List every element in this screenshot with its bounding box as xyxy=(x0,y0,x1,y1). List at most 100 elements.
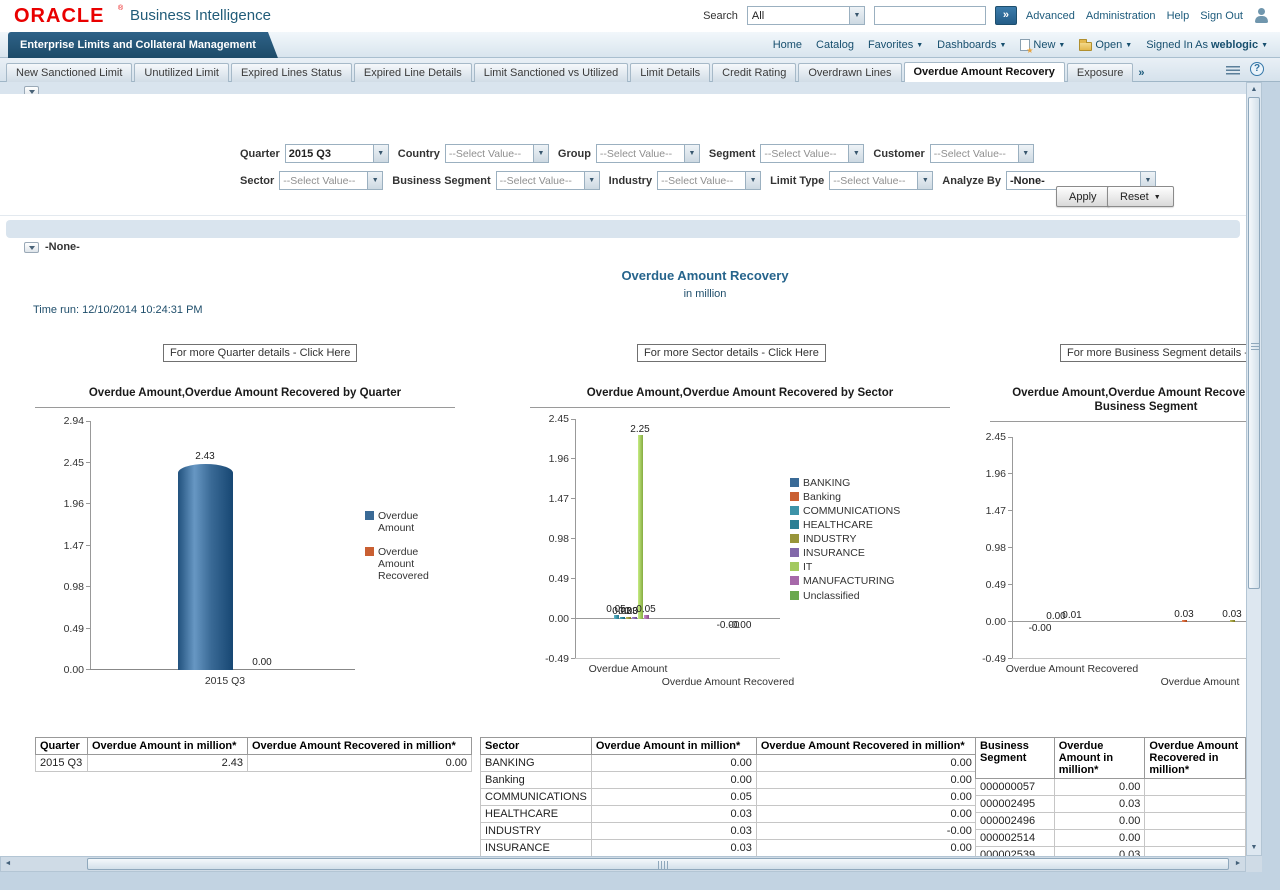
table-row: HEALTHCARE 0.03 0.00 xyxy=(480,805,977,823)
chevron-down-icon[interactable] xyxy=(745,172,761,189)
section-divider xyxy=(6,220,1240,238)
horizontal-scrollbar-thumb[interactable] xyxy=(87,858,1229,870)
subtab-overdue-amount-recovery[interactable]: Overdue Amount Recovery xyxy=(903,62,1065,84)
y-tick-mark xyxy=(86,669,90,670)
legend-swatch xyxy=(790,478,799,487)
x-category-label: Overdue Amount xyxy=(1160,676,1240,688)
chart-bar-overdue-amount[interactable] xyxy=(177,464,233,670)
subtab-overdrawn-lines[interactable]: Overdrawn Lines xyxy=(798,63,902,83)
subtab-unutilized-limit[interactable]: Unutilized Limit xyxy=(134,63,229,83)
y-tick-label: 2.94 xyxy=(63,415,84,427)
chevron-down-icon[interactable] xyxy=(372,145,388,162)
filter-select-business-segment[interactable]: --Select Value-- xyxy=(495,171,600,190)
legend-item: INSURANCE xyxy=(790,547,900,559)
search-scope-value: All xyxy=(751,9,765,22)
header-link-administration[interactable]: Administration xyxy=(1085,9,1156,22)
chevron-down-icon[interactable] xyxy=(367,172,383,189)
subtab-exposure[interactable]: Exposure xyxy=(1066,63,1134,83)
chevron-down-icon xyxy=(1125,39,1132,51)
nav-link-catalog[interactable]: Catalog xyxy=(816,39,854,51)
scroll-left-arrow[interactable]: ◄ xyxy=(4,860,12,867)
nav-link-home[interactable]: Home xyxy=(772,39,803,51)
y-tick-mark xyxy=(1008,584,1012,585)
subtab-expired-lines-status[interactable]: Expired Lines Status xyxy=(230,63,352,83)
table-row: INSURANCE 0.03 0.00 xyxy=(480,839,977,856)
search-input[interactable] xyxy=(873,6,986,25)
chart-bar-communications[interactable] xyxy=(613,614,619,619)
filter-label: Country xyxy=(397,147,440,160)
nav-link-new[interactable]: New xyxy=(1020,39,1065,55)
chevron-down-icon[interactable] xyxy=(917,172,933,189)
search-scope-select[interactable]: All xyxy=(746,6,865,25)
bar-value-label: 0.00 xyxy=(252,657,272,668)
subtab-overflow-chevron[interactable]: » xyxy=(1138,67,1145,79)
chevron-down-icon[interactable] xyxy=(583,172,599,189)
business-segment-table: Business Segment Overdue Amount in millio… xyxy=(975,737,1246,856)
user-icon xyxy=(1252,7,1272,24)
chart-header: Overdue Amount,Overdue Amount Recovered … xyxy=(35,382,455,408)
chart-bar-healthcare[interactable] xyxy=(619,616,625,619)
collapse-section-chevron[interactable] xyxy=(24,241,39,253)
chart-bar-insurance[interactable] xyxy=(631,616,637,619)
nav-link-open[interactable]: Open xyxy=(1079,39,1132,51)
filter-field-limit-type: Limit Type --Select Value-- xyxy=(770,171,934,190)
chart-bar-industry[interactable] xyxy=(625,616,631,619)
nav-link-favorites[interactable]: Favorites xyxy=(868,39,923,51)
chevron-down-icon[interactable] xyxy=(848,7,864,24)
subtab-new-sanctioned-limit[interactable]: New Sanctioned Limit xyxy=(6,63,133,83)
nav-link-dashboards[interactable]: Dashboards xyxy=(937,39,1006,51)
chevron-down-icon xyxy=(999,39,1006,51)
filter-select-group[interactable]: --Select Value-- xyxy=(595,144,700,163)
legend-swatch xyxy=(790,548,799,558)
chart-bar-000002495[interactable] xyxy=(1181,619,1187,622)
legend-swatch xyxy=(790,562,799,572)
quarter-details-link[interactable]: For more Quarter details - Click Here xyxy=(163,344,358,362)
chevron-down-icon[interactable] xyxy=(532,145,548,162)
table-cell: 0.00 xyxy=(755,788,977,806)
subtab-limit-sanctioned-vs-utilized[interactable]: Limit Sanctioned vs Utilized xyxy=(473,63,629,83)
chevron-down-icon[interactable] xyxy=(683,145,699,162)
apply-button[interactable]: Apply xyxy=(1056,186,1110,207)
filter-select-industry[interactable]: --Select Value-- xyxy=(657,171,762,190)
chevron-down-icon[interactable] xyxy=(848,145,864,162)
y-tick-mark xyxy=(571,498,575,499)
signed-in-as[interactable]: Signed In As weblogic xyxy=(1146,39,1268,51)
chevron-down-icon[interactable] xyxy=(1139,172,1155,189)
reset-button[interactable]: Reset xyxy=(1107,186,1174,207)
filter-select-limit-type[interactable]: --Select Value-- xyxy=(829,171,934,190)
y-tick-mark xyxy=(1008,473,1012,474)
sector-details-link[interactable]: For more Sector details - Click Here xyxy=(637,344,826,362)
filter-select-customer[interactable]: --Select Value-- xyxy=(929,144,1034,163)
y-tick-mark xyxy=(1008,658,1012,659)
header-link-sign-out[interactable]: Sign Out xyxy=(1200,9,1243,22)
help-icon[interactable] xyxy=(1250,62,1264,76)
scroll-right-arrow[interactable]: ► xyxy=(1234,860,1242,867)
page-options-icon[interactable] xyxy=(1226,66,1240,76)
column-header: Overdue Amount in million* xyxy=(590,737,757,755)
subtab-limit-details[interactable]: Limit Details xyxy=(630,63,711,83)
filter-select-quarter[interactable]: 2015 Q3 xyxy=(284,144,389,163)
y-tick-label: 0.00 xyxy=(63,664,84,676)
legend-swatch xyxy=(790,506,799,516)
chart-bar-000002539[interactable] xyxy=(1229,619,1235,622)
filter-select-country[interactable]: --Select Value-- xyxy=(444,144,549,163)
header-links: Advanced Administration Help Sign Out xyxy=(1026,10,1243,22)
legend-swatch xyxy=(790,492,799,502)
dashboard-tab[interactable]: Enterprise Limits and Collateral Managem… xyxy=(8,32,278,58)
header-link-help[interactable]: Help xyxy=(1166,9,1190,22)
vertical-scrollbar-thumb[interactable] xyxy=(1248,97,1260,589)
filter-select-segment[interactable]: --Select Value-- xyxy=(760,144,865,163)
legend-item: IT xyxy=(790,561,900,573)
filter-select-sector[interactable]: --Select Value-- xyxy=(279,171,384,190)
business-segment-details-link[interactable]: For more Business Segment details - Clic… xyxy=(1060,344,1246,362)
chart-bar-manufacturing[interactable] xyxy=(643,614,649,619)
scroll-up-arrow[interactable]: ▲ xyxy=(1250,86,1258,93)
header-link-advanced[interactable]: Advanced xyxy=(1025,9,1075,22)
subtab-expired-line-details[interactable]: Expired Line Details xyxy=(353,63,472,83)
subtab-credit-rating[interactable]: Credit Rating xyxy=(712,63,797,83)
chart-bar-it[interactable] xyxy=(637,435,643,619)
table-header-row: Quarter Overdue Amount in million* Overdue… xyxy=(35,737,472,755)
search-go-button[interactable] xyxy=(994,6,1017,25)
chevron-down-icon[interactable] xyxy=(1017,145,1033,162)
scroll-down-arrow[interactable]: ▼ xyxy=(1250,844,1258,851)
